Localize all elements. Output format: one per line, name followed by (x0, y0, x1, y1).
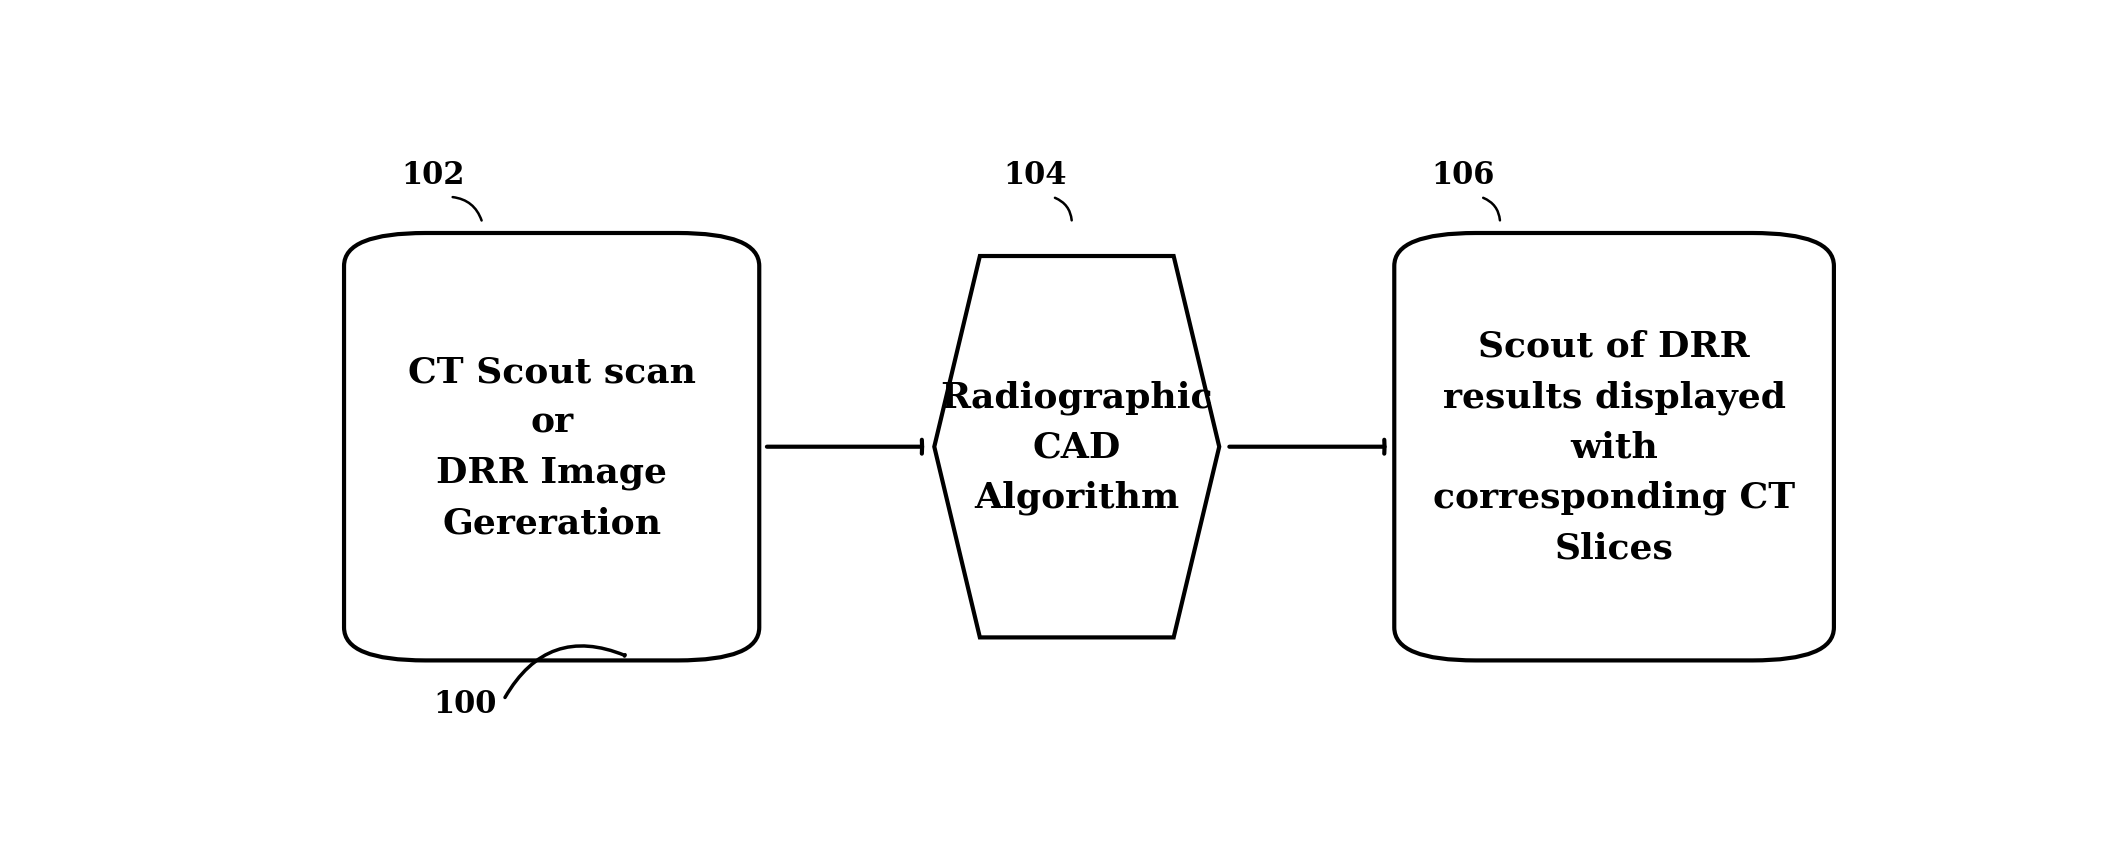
Text: 106: 106 (1431, 160, 1496, 191)
Text: 104: 104 (1004, 160, 1067, 191)
Polygon shape (935, 257, 1219, 638)
FancyArrowPatch shape (1055, 199, 1072, 221)
Text: Radiographic
CAD
Algorithm: Radiographic CAD Algorithm (941, 380, 1212, 515)
Text: CT Scout scan
or
DRR Image
Gereration: CT Scout scan or DRR Image Gereration (408, 355, 695, 540)
Text: Scout of DRR
results displayed
with
corresponding CT
Slices: Scout of DRR results displayed with corr… (1433, 329, 1794, 565)
FancyBboxPatch shape (1395, 234, 1834, 660)
FancyArrowPatch shape (1483, 199, 1500, 221)
FancyBboxPatch shape (345, 234, 758, 660)
Text: 100: 100 (433, 688, 498, 719)
Text: 102: 102 (401, 160, 464, 191)
FancyArrowPatch shape (504, 647, 626, 698)
FancyArrowPatch shape (452, 198, 481, 221)
